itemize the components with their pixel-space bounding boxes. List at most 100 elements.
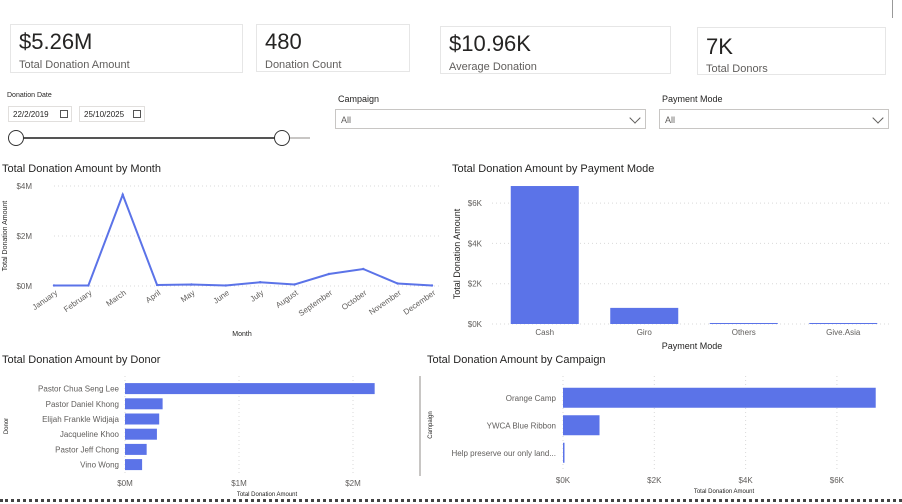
donor-bar-chart[interactable]: $0M $1M $2M Pastor Chua Seng Lee Pastor Dani…: [0, 368, 420, 500]
kpi-value: $5.26M: [19, 29, 93, 54]
y-tick-label: $6K: [468, 199, 483, 208]
kpi-value: 7K: [706, 34, 733, 59]
kpi-card-total-donation: $5.26M Total Donation Amount: [10, 24, 243, 73]
chevron-down-icon[interactable]: [872, 112, 884, 124]
bar: [125, 398, 163, 410]
y-tick-label: $4K: [468, 239, 483, 248]
y-tick-label: Vino Wong: [80, 461, 119, 470]
campaign-filter-title: Campaign: [338, 94, 380, 104]
chart-title-donor: Total Donation Amount by Donor: [2, 354, 161, 366]
bar: [125, 428, 157, 440]
y-tick-label: Pastor Jeff Chong: [55, 445, 119, 454]
bar: [610, 307, 679, 324]
data-point: [293, 283, 296, 286]
chart-title-campaign: Total Donation Amount by Campaign: [427, 354, 606, 366]
top-right-divider: [892, 0, 893, 18]
y-axis-title: Donor: [4, 418, 10, 434]
bottom-border: [0, 499, 902, 502]
month-line-chart[interactable]: $0M $2M $4M January February March April May Jun…: [0, 178, 440, 340]
x-tick-label: $1M: [231, 479, 247, 488]
bar: [125, 443, 147, 455]
x-tick-label: $4K: [738, 476, 753, 485]
x-tick-label: October: [340, 288, 369, 312]
kpi-label: Donation Count: [265, 59, 342, 71]
y-axis-title: Total Donation Amount: [452, 208, 462, 299]
series-line: [54, 191, 433, 287]
data-point: [52, 284, 56, 287]
x-tick-label: April: [144, 288, 162, 305]
bar: [809, 322, 878, 324]
date-filter-title: Donation Date: [7, 92, 52, 99]
x-tick-label: July: [249, 288, 266, 304]
y-tick-label: Elijah Frankle Widjaja: [42, 415, 119, 424]
data-point: [190, 283, 193, 286]
calendar-icon[interactable]: [60, 110, 68, 118]
data-point: [87, 284, 90, 287]
bar: [125, 413, 160, 425]
x-tick-label: November: [367, 288, 403, 317]
y-axis-title: Total Donation Amount: [2, 201, 9, 271]
data-point: [224, 284, 228, 287]
kpi-value: 480: [265, 29, 302, 54]
y-tick-label: $4M: [16, 182, 32, 191]
y-tick-label: Orange Camp: [506, 394, 557, 403]
bar: [563, 387, 876, 408]
kpi-card-average-donation: $10.96K Average Donation: [440, 26, 671, 74]
x-tick-label: June: [212, 288, 232, 306]
kpi-card-total-donors: 7K Total Donors: [697, 27, 886, 75]
date-slider-end-handle[interactable]: [274, 130, 290, 146]
chevron-down-icon[interactable]: [629, 112, 641, 124]
x-tick-label: $0K: [556, 476, 571, 485]
bar: [125, 383, 375, 395]
x-tick-label: Giro: [637, 328, 653, 337]
x-tick-label: Others: [732, 328, 756, 337]
x-tick-label: $2M: [345, 479, 361, 488]
x-axis-title: Total Donation Amount: [694, 489, 755, 495]
x-tick-label: August: [274, 288, 300, 310]
campaign-dropdown[interactable]: All: [335, 109, 646, 129]
y-tick-label: Jacqueline Khoo: [60, 430, 120, 439]
x-tick-label: January: [31, 288, 59, 312]
y-tick-label: $0K: [468, 320, 483, 329]
campaign-bar-chart[interactable]: $0K $2K $4K $6K Orange Camp YWCA Blue Ribbon H…: [418, 368, 902, 500]
x-tick-label: February: [62, 288, 93, 314]
start-date-value: 22/2/2019: [13, 110, 49, 119]
x-axis-title: Month: [232, 331, 252, 338]
end-date-input[interactable]: 25/10/2025: [79, 106, 145, 122]
x-tick-label: $2K: [647, 476, 662, 485]
x-axis-title: Total Donation Amount: [237, 492, 298, 498]
chart-title-month: Total Donation Amount by Month: [2, 163, 161, 175]
end-date-value: 25/10/2025: [84, 110, 125, 119]
data-point: [396, 282, 399, 285]
bar: [510, 186, 579, 324]
x-tick-label: December: [402, 288, 438, 317]
y-tick-label: Help preserve our only land...: [452, 449, 557, 458]
kpi-label: Total Donation Amount: [19, 59, 130, 71]
payment-mode-dropdown[interactable]: All: [659, 109, 889, 129]
bar: [563, 415, 600, 436]
x-tick-label: $6K: [830, 476, 845, 485]
payment-bar-chart[interactable]: $0K $2K $4K $6K Cash Giro Others Give.Asia Payme…: [450, 178, 895, 352]
x-axis-title: Payment Mode: [662, 341, 723, 351]
x-tick-label: $0M: [117, 479, 133, 488]
data-point: [430, 284, 434, 287]
kpi-value: $10.96K: [449, 31, 531, 56]
x-tick-label: Cash: [535, 328, 554, 337]
date-slider-start-handle[interactable]: [8, 130, 24, 146]
y-tick-label: Pastor Chua Seng Lee: [38, 385, 119, 394]
x-tick-label: September: [297, 288, 334, 318]
x-tick-label: Give.Asia: [826, 328, 861, 337]
bar: [563, 442, 565, 463]
data-point: [258, 281, 262, 284]
date-slider-fill: [17, 137, 282, 139]
x-tick-label: May: [179, 288, 197, 304]
data-point: [327, 272, 331, 276]
kpi-label: Average Donation: [449, 61, 537, 73]
bar: [125, 459, 143, 471]
payment-filter-title: Payment Mode: [662, 94, 723, 104]
start-date-input[interactable]: 22/2/2019: [8, 106, 72, 122]
bar: [709, 322, 778, 324]
y-tick-label: YWCA Blue Ribbon: [487, 421, 556, 430]
calendar-icon[interactable]: [133, 110, 141, 118]
kpi-label: Total Donors: [706, 63, 768, 75]
